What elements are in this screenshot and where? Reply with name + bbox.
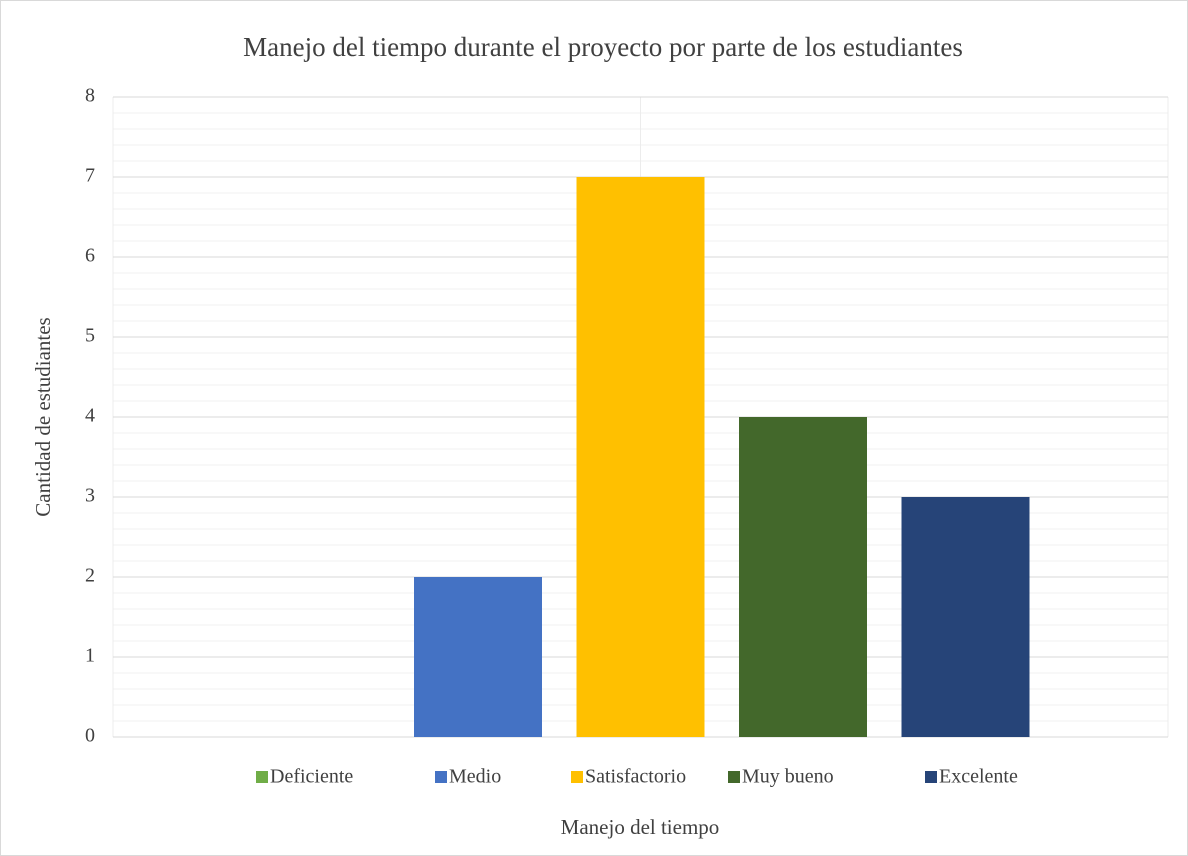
bar (901, 497, 1030, 737)
legend-swatch (435, 771, 447, 783)
y-tick-label: 0 (85, 725, 95, 747)
y-axis-label: Cantidad de estudiantes (31, 317, 55, 516)
y-tick-label: 7 (85, 165, 95, 187)
y-tick-label: 8 (85, 85, 95, 107)
legend-label: Satisfactorio (585, 766, 686, 788)
y-tick-label: 1 (85, 645, 95, 667)
legend-swatch (256, 771, 268, 783)
y-tick-label: 5 (85, 325, 95, 347)
y-tick-label: 2 (85, 565, 95, 587)
legend-label: Deficiente (270, 766, 353, 788)
legend-swatch (728, 771, 740, 783)
legend-swatch (925, 771, 937, 783)
bar (576, 177, 705, 737)
legend-label: Medio (449, 766, 501, 788)
legend-label: Muy bueno (742, 766, 834, 788)
bar (739, 417, 867, 737)
y-tick-label: 3 (85, 485, 95, 507)
y-tick-label: 6 (85, 245, 95, 267)
y-tick-label: 4 (85, 405, 95, 427)
bar (414, 577, 542, 737)
chart-title: Manejo del tiempo durante el proyecto po… (243, 32, 963, 62)
legend-label: Excelente (939, 766, 1018, 788)
legend-swatch (571, 771, 583, 783)
x-axis-label: Manejo del tiempo (561, 815, 720, 839)
